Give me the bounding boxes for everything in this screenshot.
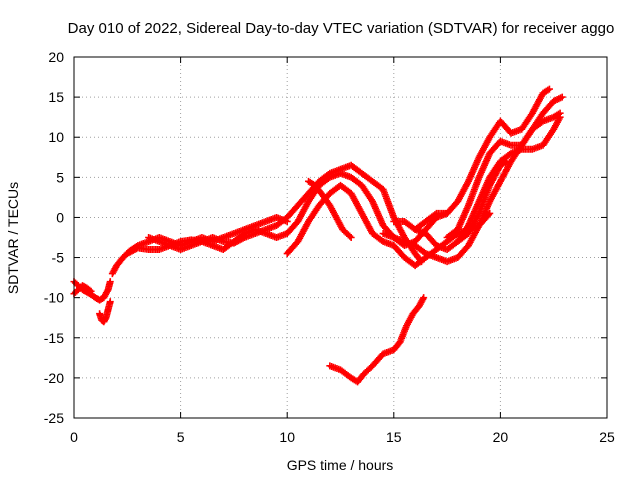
y-tick-label: -15 (44, 330, 64, 346)
data-point (431, 211, 439, 219)
data-point (346, 232, 354, 240)
data-point (420, 294, 428, 302)
y-tick-label: 5 (56, 169, 64, 185)
data-point (545, 85, 553, 93)
y-tick-label: -20 (44, 370, 64, 386)
x-tick-label: 20 (493, 429, 509, 445)
y-tick-label: 0 (56, 209, 64, 225)
y-tick-label: 10 (48, 129, 64, 145)
x-axis-label: GPS time / hours (287, 457, 394, 473)
data-point (556, 113, 564, 121)
x-tick-label: 15 (386, 429, 402, 445)
x-tick-label: 10 (279, 429, 295, 445)
grid-lines (74, 57, 607, 418)
y-tick-label: -25 (44, 410, 64, 426)
x-tick-label: 25 (599, 429, 615, 445)
y-tick-label: 20 (48, 49, 64, 65)
y-tick-label: -5 (52, 250, 65, 266)
data-point (87, 287, 95, 295)
data-point (106, 298, 114, 306)
data-point (347, 234, 355, 241)
data-point (106, 278, 114, 286)
plot-frame (73, 56, 608, 419)
axis-ticks: 0 5 10 15 20 25 -25 -20 -15 -10 -5 0 5 10 15 20 (44, 49, 615, 445)
y-axis-label: SDTVAR / TECUs (5, 182, 21, 294)
chart-title: Day 010 of 2022, Sidereal Day-to-day VTE… (68, 20, 615, 37)
y-tick-label: -10 (44, 290, 64, 306)
data-point (86, 286, 94, 294)
x-tick-label: 0 (70, 429, 78, 445)
data-points (70, 85, 566, 386)
x-tick-label: 5 (177, 429, 185, 445)
y-tick-label: 15 (48, 89, 64, 105)
data-point (558, 93, 566, 101)
data-point (503, 157, 511, 165)
